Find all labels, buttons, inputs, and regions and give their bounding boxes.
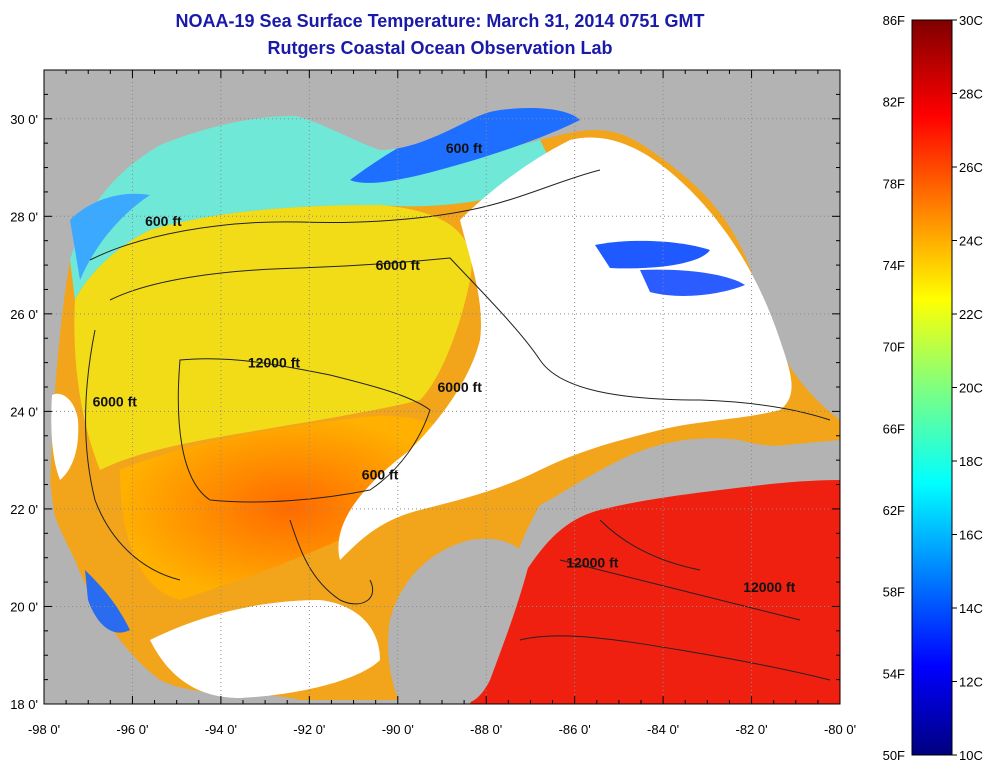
colorbar-c-label: 24C [959, 234, 983, 249]
depth-label: 600 ft [446, 140, 483, 156]
depth-label: 600 ft [145, 213, 182, 229]
colorbar-celsius-labels: 30C 28C 26C 24C 22C 20C 18C 16C 14C 12C 10C [952, 13, 983, 763]
colorbar-f-label: 82F [883, 95, 905, 110]
coastal-cold-tx [70, 193, 150, 280]
depth-label: 6000 ft [376, 257, 421, 273]
cloud-eastern-gulf [338, 137, 792, 560]
colorbar-f-label: 54F [883, 666, 905, 681]
lat-tick-label: 22 0' [10, 502, 38, 517]
latitude-labels: 18 0' 20 0' 22 0' 24 0' 26 0' 28 0' 30 0' [10, 112, 38, 712]
florida-land [700, 70, 840, 380]
cold-streak-east-1 [595, 240, 710, 269]
loop-current-warm [120, 416, 460, 600]
lon-tick-label: -98 0' [28, 722, 60, 737]
colorbar-c-label: 28C [959, 87, 983, 102]
colorbar-c-label: 14C [959, 601, 983, 616]
colorbar-c-label: 30C [959, 13, 983, 28]
coastal-cold-mx [85, 570, 130, 633]
lon-tick-label: -92 0' [293, 722, 325, 737]
cuba-land [580, 440, 840, 506]
lon-tick-label: -82 0' [735, 722, 767, 737]
colorbar-fahrenheit-labels: 86F 82F 78F 74F 70F 66F 62F 58F 54F 50F [883, 13, 905, 763]
lon-tick-label: -86 0' [559, 722, 591, 737]
caribbean-sea [470, 480, 840, 704]
depth-label: 6000 ft [93, 394, 138, 410]
cold-streak-east-2 [640, 269, 745, 296]
colorbar-f-label: 66F [883, 421, 905, 436]
map-title: NOAA-19 Sea Surface Temperature: March 3… [175, 11, 705, 31]
lat-tick-label: 24 0' [10, 404, 38, 419]
colorbar-c-label: 10C [959, 748, 983, 763]
depth-labels: 600 ft 600 ft 6000 ft 12000 ft 6000 ft 6000 f… [93, 140, 796, 595]
lat-lon-grid [44, 70, 840, 704]
us-gulf-coast [44, 70, 840, 230]
lat-tick-label: 18 0' [10, 697, 38, 712]
lon-tick-label: -90 0' [382, 722, 414, 737]
longitude-labels: -98 0' -96 0' -94 0' -92 0' -90 0' -88 0' -86 … [28, 722, 856, 737]
mexico-land [44, 230, 150, 704]
depth-label: 600 ft [362, 467, 399, 483]
depth-label: 6000 ft [438, 379, 483, 395]
lon-tick-label: -84 0' [647, 722, 679, 737]
colorbar [911, 19, 953, 756]
lat-tick-label: 20 0' [10, 599, 38, 614]
lon-tick-label: -96 0' [116, 722, 148, 737]
axis-ticks [43, 69, 841, 705]
depth-label: 12000 ft [743, 579, 795, 595]
mid-gulf-yellow [74, 205, 472, 470]
depth-label: 12000 ft [566, 554, 618, 570]
lon-tick-label: -80 0' [824, 722, 856, 737]
map-subtitle: Rutgers Coastal Ocean Observation Lab [267, 38, 613, 58]
lat-tick-label: 26 0' [10, 307, 38, 322]
colorbar-c-label: 16C [959, 528, 983, 543]
coastal-cold-la [350, 108, 580, 183]
depth-contours [85, 169, 831, 681]
depth-label: 12000 ft [248, 354, 300, 370]
lon-tick-label: -94 0' [205, 722, 237, 737]
lat-tick-label: 30 0' [10, 112, 38, 127]
colorbar-f-label: 86F [883, 13, 905, 28]
colorbar-c-label: 26C [959, 160, 983, 175]
colorbar-f-label: 58F [883, 585, 905, 600]
colorbar-f-label: 74F [883, 258, 905, 273]
yucatan-land [388, 538, 530, 704]
colorbar-c-label: 22C [959, 307, 983, 322]
lon-tick-label: -88 0' [470, 722, 502, 737]
map-area: 600 ft 600 ft 6000 ft 12000 ft 6000 ft 6000 f… [44, 70, 840, 704]
cloud-western-gulf [51, 393, 79, 480]
colorbar-f-label: 50F [883, 748, 905, 763]
lat-tick-label: 28 0' [10, 209, 38, 224]
colorbar-c-label: 20C [959, 381, 983, 396]
colorbar-c-label: 12C [959, 675, 983, 690]
cloud-bay-of-campeche [150, 600, 380, 698]
colorbar-f-label: 62F [883, 503, 905, 518]
colorbar-f-label: 78F [883, 176, 905, 191]
colorbar-c-label: 18C [959, 454, 983, 469]
colorbar-f-label: 70F [883, 340, 905, 355]
